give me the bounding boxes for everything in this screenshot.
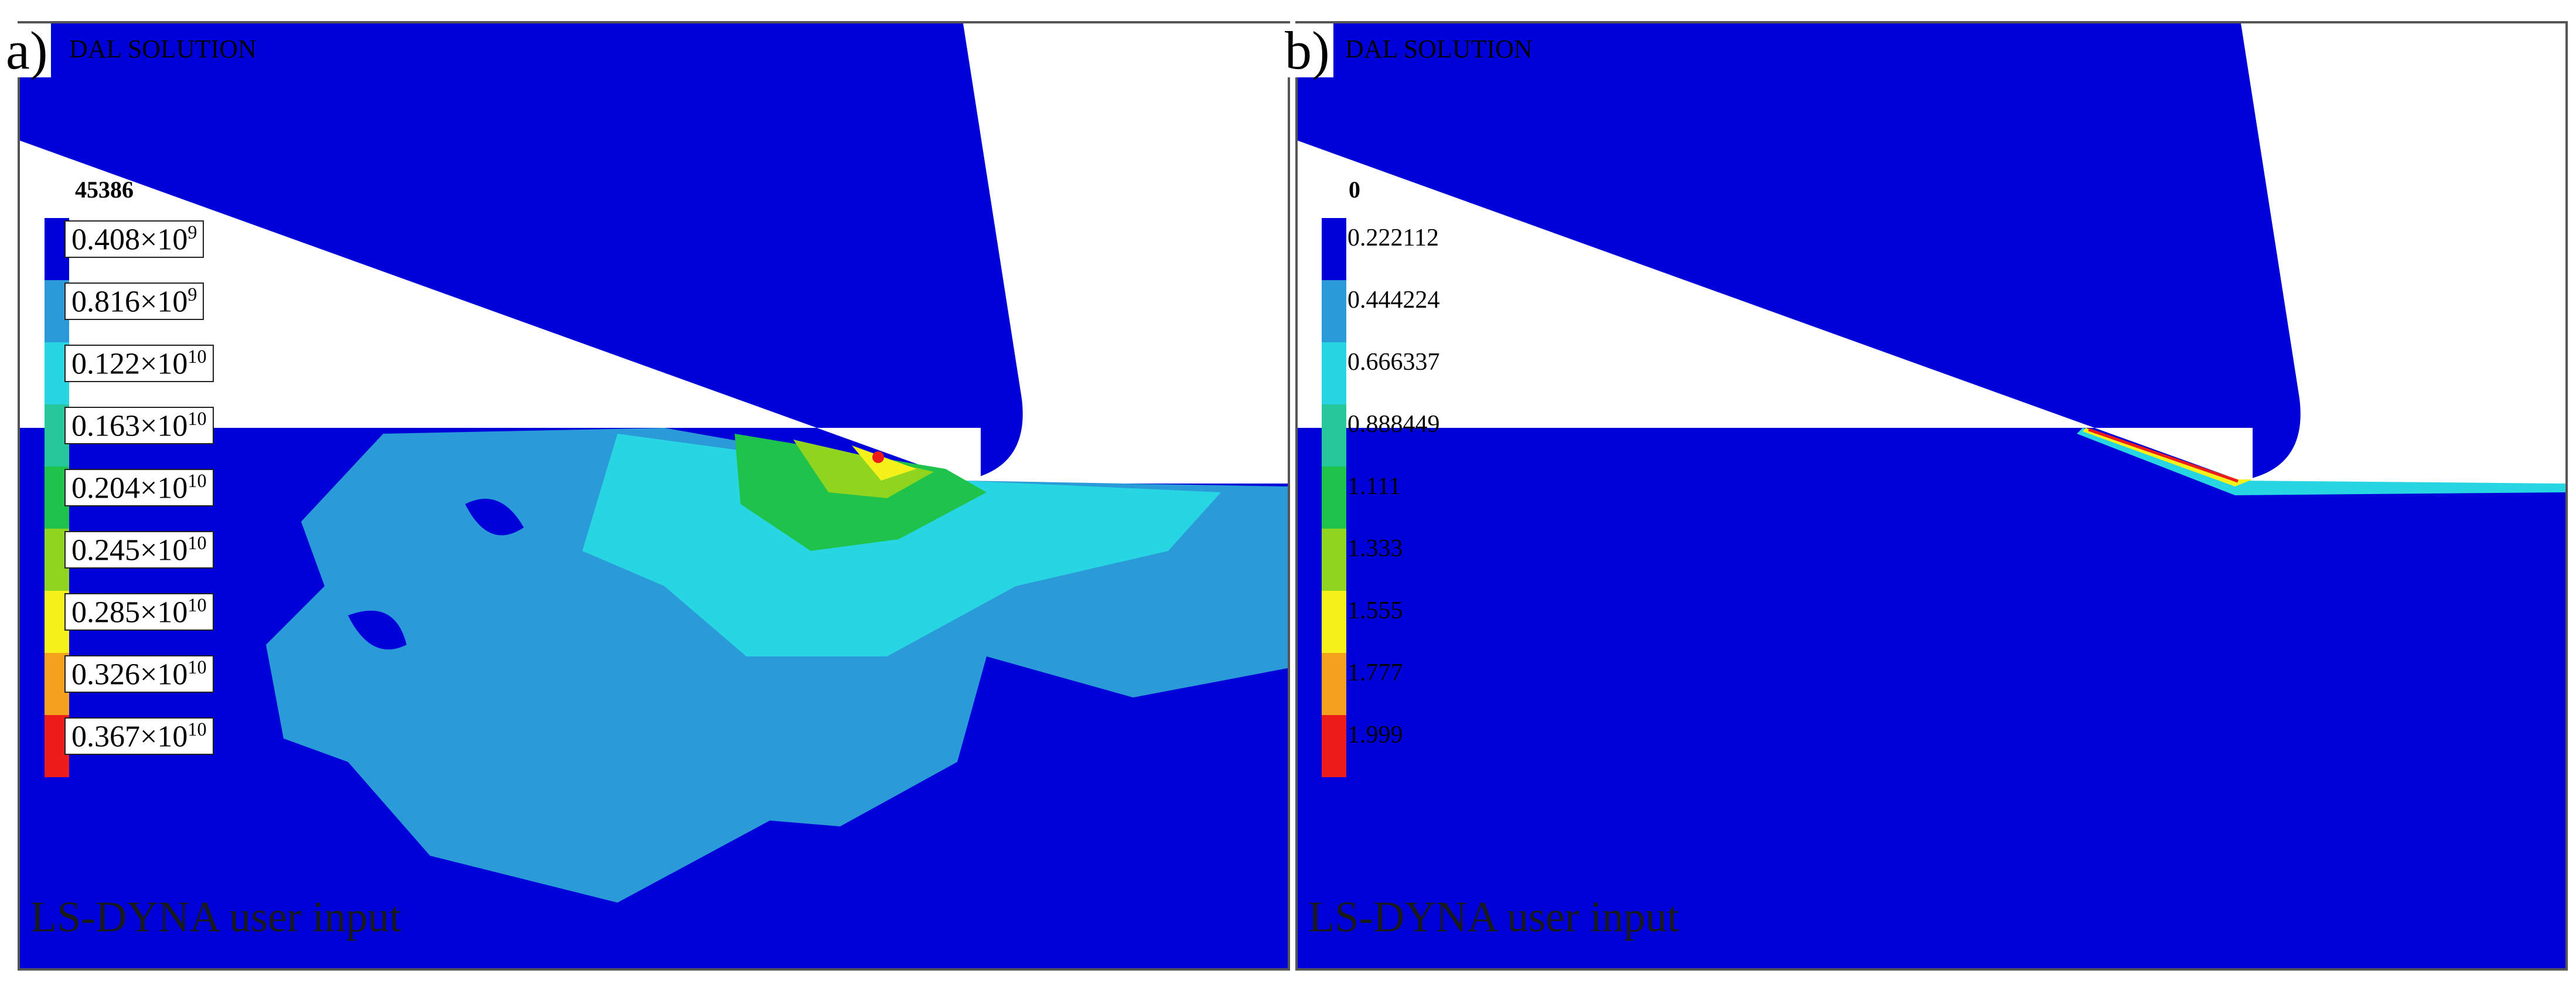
stress-zone-higher: [793, 440, 934, 498]
legend-label: 0.204×1010: [64, 469, 214, 507]
legend-label-text: 0.408×10: [71, 223, 188, 257]
legend-swatch: [1322, 218, 1346, 280]
panel-a-contour-field: [20, 23, 1288, 968]
panel-a-tag: a): [2, 23, 52, 77]
footer-label: LS-DYNA user input: [1308, 893, 1680, 941]
legend-label-text: 0.888449: [1347, 411, 1440, 438]
legend-label: 0.122×1010: [64, 345, 214, 383]
legend-swatch: [1322, 280, 1346, 342]
workpiece: [1298, 428, 2565, 968]
legend-label-text: 1.333: [1347, 535, 1403, 562]
legend-swatch: [1322, 342, 1346, 404]
legend-label: 0.222112: [1347, 224, 1439, 252]
legend-label-exponent: 10: [187, 532, 207, 553]
legend-label-text: 0.122×10: [71, 347, 188, 381]
legend-swatch: [1322, 591, 1346, 653]
legend-label: 0.666337: [1347, 348, 1440, 376]
legend-label: 0.888449: [1347, 410, 1440, 438]
stress-zone-gap: [465, 499, 524, 536]
machined-surface: [981, 428, 1288, 484]
legend-swatch: [1322, 529, 1346, 591]
legend-label-text: 0.285×10: [71, 595, 188, 629]
legend-label-text: 1.111: [1347, 473, 1401, 500]
legend-label-text: 0.163×10: [71, 409, 188, 443]
cutting-tool: [20, 23, 1023, 481]
legend-label: 0.163×1010: [64, 407, 214, 445]
legend-swatch: [1322, 653, 1346, 715]
legend-label: 1.777: [1347, 659, 1403, 687]
stress-zone-gap: [348, 610, 407, 650]
legend-label-text: 0.245×10: [71, 533, 188, 567]
legend-label: 1.999: [1347, 721, 1403, 749]
legend-label: 1.555: [1347, 597, 1403, 625]
legend-label: 0.326×1010: [64, 655, 214, 693]
legend-swatch: [1322, 404, 1346, 467]
panel-a-stress-plot: LS-DYNA user input: [18, 21, 1290, 971]
stress-zone-peak: [852, 445, 916, 481]
legend-label-exponent: 10: [187, 346, 207, 367]
legend-label: 1.111: [1347, 472, 1401, 501]
legend-label: 0.285×1010: [64, 593, 214, 631]
legend-label-exponent: 10: [187, 656, 207, 678]
panel-a-title: DAL SOLUTION: [69, 35, 257, 63]
legend-label: 0.408×109: [64, 220, 204, 258]
legend-label-text: 0.367×10: [71, 720, 188, 754]
legend-label-exponent: 9: [187, 222, 197, 243]
legend-b-top-value: 0: [1349, 176, 1360, 203]
panel-b-tag: b): [1281, 23, 1333, 77]
legend-label: 0.367×1010: [64, 717, 214, 755]
shear-band-max: [2088, 428, 2239, 483]
legend-a-top-value: 45386: [75, 176, 134, 203]
legend-label: 1.333: [1347, 535, 1403, 563]
legend-swatch: [1322, 715, 1346, 777]
panel-b-contour-field: [1298, 23, 2565, 968]
legend-label-text: 1.555: [1347, 597, 1403, 624]
legend-label-text: 0.816×10: [71, 285, 188, 319]
footer-label: LS-DYNA user input: [30, 893, 402, 941]
legend-label: 0.816×109: [64, 283, 204, 321]
legend-label-text: 0.326×10: [71, 658, 188, 692]
legend-label-exponent: 9: [187, 284, 197, 305]
legend-label-exponent: 10: [187, 408, 207, 429]
legend-label: 0.444224: [1347, 286, 1440, 314]
legend-label-text: 1.777: [1347, 659, 1403, 686]
legend-label-exponent: 10: [187, 719, 207, 740]
legend-label-exponent: 10: [187, 470, 207, 491]
panel-b-strain-plot: LS-DYNA user input: [1295, 21, 2568, 971]
legend-label-text: 0.222112: [1347, 224, 1439, 251]
legend-label-text: 0.444224: [1347, 287, 1440, 314]
panel-b-title: DAL SOLUTION: [1345, 35, 1533, 63]
legend-label: 0.245×1010: [64, 531, 214, 569]
tool-rake-gap: [1298, 141, 2253, 484]
machined-surface: [2253, 428, 2565, 484]
legend-label-text: 0.666337: [1347, 349, 1440, 376]
shear-band: [2077, 428, 2565, 495]
legend-label-exponent: 10: [187, 594, 207, 615]
legend-swatch: [1322, 467, 1346, 529]
legend-label-text: 0.204×10: [71, 471, 188, 505]
legend-label-text: 1.999: [1347, 721, 1403, 748]
tool-rake-gap: [20, 141, 981, 484]
stress-hotspot: [872, 451, 884, 463]
cutting-tool: [1298, 23, 2301, 481]
